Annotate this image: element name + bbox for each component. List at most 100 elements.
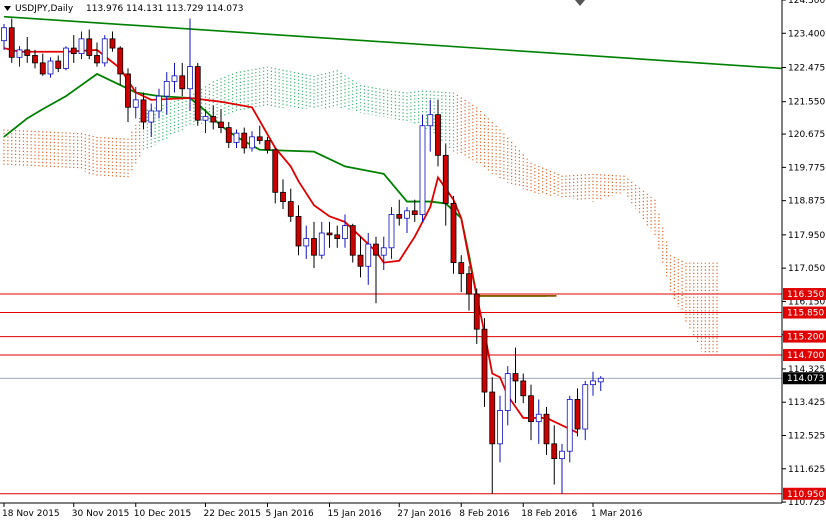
candle-body <box>256 136 263 141</box>
candle[interactable] <box>256 125 263 145</box>
candle[interactable] <box>194 62 201 126</box>
candle[interactable] <box>8 18 15 63</box>
candle[interactable] <box>210 105 217 130</box>
candle[interactable] <box>39 53 46 76</box>
candle[interactable] <box>512 347 519 404</box>
candle[interactable] <box>357 236 364 278</box>
candle[interactable] <box>396 199 403 226</box>
candle[interactable] <box>132 86 139 119</box>
candle[interactable] <box>16 46 23 67</box>
candle[interactable] <box>466 266 472 311</box>
candle[interactable] <box>311 221 317 269</box>
candle[interactable] <box>280 179 286 209</box>
candle[interactable] <box>47 57 54 78</box>
candle[interactable] <box>249 131 255 152</box>
candle[interactable] <box>1 24 7 50</box>
candle[interactable] <box>156 88 162 119</box>
candle[interactable] <box>225 122 232 148</box>
candle-body <box>512 373 519 382</box>
candle[interactable] <box>326 221 333 248</box>
candle[interactable] <box>458 255 465 293</box>
candle[interactable] <box>342 214 348 248</box>
candle[interactable] <box>140 92 147 130</box>
candle[interactable] <box>125 68 131 123</box>
candle[interactable] <box>489 377 496 494</box>
candle[interactable] <box>287 188 294 222</box>
candle[interactable] <box>566 395 573 463</box>
candle[interactable] <box>528 384 534 441</box>
candle[interactable] <box>450 196 457 274</box>
candle[interactable] <box>70 35 77 63</box>
candle[interactable] <box>109 31 116 52</box>
candle[interactable] <box>481 318 488 407</box>
level-tag-label: 114.700 <box>787 351 824 361</box>
level-price-tag[interactable]: 115.200 <box>783 330 826 343</box>
candle[interactable] <box>241 127 248 154</box>
candle[interactable] <box>597 376 604 391</box>
candle[interactable] <box>171 62 178 93</box>
candle[interactable] <box>86 29 93 60</box>
candle[interactable] <box>202 109 209 134</box>
candle[interactable] <box>535 399 542 444</box>
candle[interactable] <box>179 62 186 97</box>
candle[interactable] <box>163 72 170 115</box>
candle-body <box>326 232 333 236</box>
candle[interactable] <box>504 366 511 426</box>
candle[interactable] <box>435 99 441 167</box>
ichimoku-cloud <box>3 66 718 356</box>
candle[interactable] <box>272 147 279 204</box>
symbol-label: USDJPY,Daily <box>15 4 74 14</box>
candle-body <box>543 413 550 445</box>
candle[interactable] <box>295 205 302 256</box>
candle-body <box>466 273 472 295</box>
candle[interactable] <box>78 31 85 60</box>
y-tick-label: 112.525 <box>788 432 825 442</box>
candle[interactable] <box>32 49 38 69</box>
ohlc-readout: 113.976 114.131 113.729 114.073 <box>86 4 243 14</box>
candle[interactable] <box>334 225 341 248</box>
candle[interactable] <box>318 221 325 259</box>
candle[interactable] <box>264 136 271 154</box>
candle[interactable] <box>574 388 581 437</box>
candle[interactable] <box>349 223 356 263</box>
level-tag-label: 110.950 <box>787 490 824 500</box>
candle[interactable] <box>497 395 503 463</box>
candle[interactable] <box>24 36 31 63</box>
candle-body <box>86 38 93 56</box>
candle[interactable] <box>148 103 155 137</box>
level-price-tag[interactable]: 115.850 <box>783 306 826 319</box>
candle[interactable] <box>473 288 480 344</box>
candle-body <box>357 254 364 267</box>
candle[interactable] <box>373 236 379 304</box>
candle[interactable] <box>582 380 589 441</box>
candle[interactable] <box>520 373 527 404</box>
candle[interactable] <box>101 35 108 67</box>
candle[interactable] <box>411 199 418 222</box>
candle-body <box>574 399 581 430</box>
candle[interactable] <box>187 18 193 111</box>
candle[interactable] <box>427 99 434 152</box>
level-price-tag[interactable]: 116.350 <box>783 288 826 301</box>
candle[interactable] <box>117 46 124 86</box>
level-price-tag[interactable]: 114.700 <box>783 349 826 362</box>
candle[interactable] <box>442 144 449 226</box>
candle[interactable] <box>218 109 224 134</box>
candle[interactable] <box>63 46 69 71</box>
level-price-tag[interactable]: 110.950 <box>783 487 826 500</box>
candle[interactable] <box>94 42 100 67</box>
scroll-marker-icon[interactable] <box>575 0 585 6</box>
candle[interactable] <box>404 207 410 234</box>
candle[interactable] <box>55 55 62 73</box>
candle[interactable] <box>365 233 372 285</box>
candle[interactable] <box>590 371 596 396</box>
candle[interactable] <box>559 443 565 494</box>
chart-menu-triangle-icon[interactable] <box>4 6 11 11</box>
candle[interactable] <box>388 207 395 259</box>
candle[interactable] <box>551 425 558 485</box>
candle[interactable] <box>380 236 387 270</box>
candle[interactable] <box>419 114 426 222</box>
candle[interactable] <box>543 406 550 455</box>
candle[interactable] <box>303 225 310 259</box>
candle[interactable] <box>233 129 240 148</box>
